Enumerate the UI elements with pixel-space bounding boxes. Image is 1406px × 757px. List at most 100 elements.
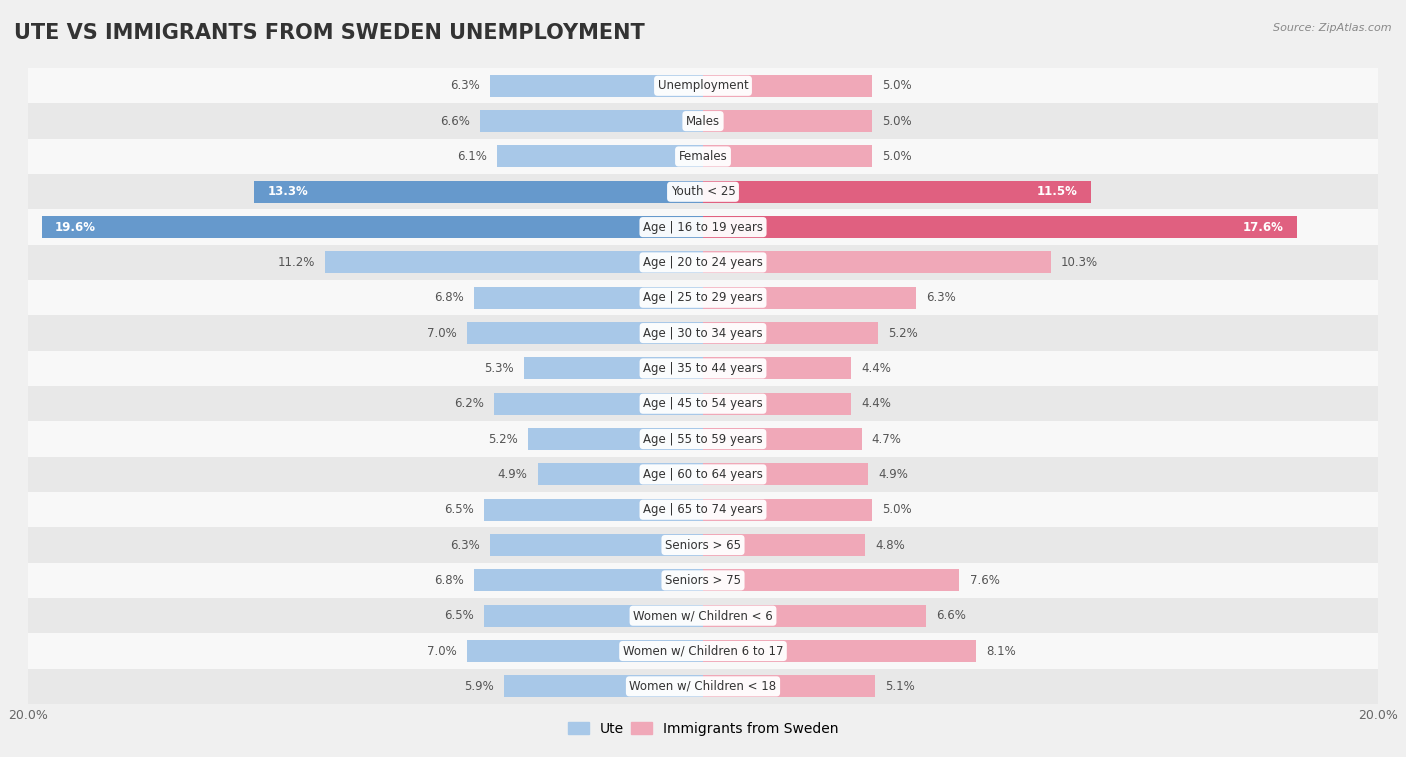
Bar — [498, 145, 703, 167]
Bar — [28, 174, 1378, 210]
Bar — [703, 534, 865, 556]
Text: Age | 65 to 74 years: Age | 65 to 74 years — [643, 503, 763, 516]
Bar — [494, 393, 703, 415]
Text: UTE VS IMMIGRANTS FROM SWEDEN UNEMPLOYMENT: UTE VS IMMIGRANTS FROM SWEDEN UNEMPLOYME… — [14, 23, 645, 42]
Bar — [28, 139, 1378, 174]
Bar — [491, 534, 703, 556]
Text: 6.8%: 6.8% — [433, 291, 464, 304]
Bar — [703, 287, 915, 309]
Bar — [703, 393, 852, 415]
Bar — [703, 499, 872, 521]
Text: Age | 55 to 59 years: Age | 55 to 59 years — [643, 432, 763, 446]
Text: Age | 20 to 24 years: Age | 20 to 24 years — [643, 256, 763, 269]
Text: 5.2%: 5.2% — [488, 432, 517, 446]
Text: 5.0%: 5.0% — [882, 79, 911, 92]
Text: 5.0%: 5.0% — [882, 114, 911, 128]
Text: 4.9%: 4.9% — [498, 468, 527, 481]
Bar — [703, 145, 872, 167]
Text: 5.0%: 5.0% — [882, 150, 911, 163]
Bar — [703, 463, 869, 485]
Text: Unemployment: Unemployment — [658, 79, 748, 92]
Bar — [28, 598, 1378, 634]
Text: 4.9%: 4.9% — [879, 468, 908, 481]
Bar — [28, 668, 1378, 704]
Bar — [325, 251, 703, 273]
Text: 7.6%: 7.6% — [970, 574, 1000, 587]
Bar — [42, 217, 703, 238]
Text: 17.6%: 17.6% — [1243, 220, 1284, 234]
Bar — [481, 111, 703, 132]
Text: 5.1%: 5.1% — [886, 680, 915, 693]
Bar — [703, 217, 1296, 238]
Text: Females: Females — [679, 150, 727, 163]
Text: 11.5%: 11.5% — [1036, 185, 1077, 198]
Text: 5.2%: 5.2% — [889, 326, 918, 340]
Text: Age | 30 to 34 years: Age | 30 to 34 years — [643, 326, 763, 340]
Text: Males: Males — [686, 114, 720, 128]
Bar — [703, 322, 879, 344]
Text: 6.3%: 6.3% — [450, 79, 481, 92]
Text: 6.3%: 6.3% — [450, 538, 481, 552]
Text: 4.4%: 4.4% — [862, 362, 891, 375]
Bar — [491, 75, 703, 97]
Bar — [28, 422, 1378, 456]
Text: 5.9%: 5.9% — [464, 680, 494, 693]
Bar — [28, 456, 1378, 492]
Bar — [28, 210, 1378, 245]
Bar — [28, 104, 1378, 139]
Bar — [703, 251, 1050, 273]
Bar — [703, 605, 925, 627]
Text: 6.1%: 6.1% — [457, 150, 486, 163]
Bar — [28, 68, 1378, 104]
Bar — [703, 675, 875, 697]
Text: Source: ZipAtlas.com: Source: ZipAtlas.com — [1274, 23, 1392, 33]
Bar — [28, 634, 1378, 668]
Text: Youth < 25: Youth < 25 — [671, 185, 735, 198]
Bar — [474, 287, 703, 309]
Text: Age | 16 to 19 years: Age | 16 to 19 years — [643, 220, 763, 234]
Text: 5.0%: 5.0% — [882, 503, 911, 516]
Bar — [28, 316, 1378, 350]
Bar — [537, 463, 703, 485]
Bar — [703, 357, 852, 379]
Text: 4.4%: 4.4% — [862, 397, 891, 410]
Bar — [28, 562, 1378, 598]
Text: Age | 25 to 29 years: Age | 25 to 29 years — [643, 291, 763, 304]
Text: 19.6%: 19.6% — [55, 220, 96, 234]
Text: 6.3%: 6.3% — [925, 291, 956, 304]
Bar — [484, 499, 703, 521]
Text: 4.8%: 4.8% — [875, 538, 905, 552]
Bar — [503, 675, 703, 697]
Text: 6.8%: 6.8% — [433, 574, 464, 587]
Text: 4.7%: 4.7% — [872, 432, 901, 446]
Bar — [703, 640, 976, 662]
Text: 10.3%: 10.3% — [1060, 256, 1098, 269]
Text: 6.6%: 6.6% — [440, 114, 470, 128]
Bar — [28, 280, 1378, 316]
Text: 13.3%: 13.3% — [267, 185, 308, 198]
Bar — [484, 605, 703, 627]
Text: 5.3%: 5.3% — [485, 362, 515, 375]
Text: Age | 45 to 54 years: Age | 45 to 54 years — [643, 397, 763, 410]
Bar — [703, 428, 862, 450]
Bar — [28, 492, 1378, 528]
Text: 7.0%: 7.0% — [427, 644, 457, 658]
Bar — [254, 181, 703, 203]
Bar — [28, 350, 1378, 386]
Legend: Ute, Immigrants from Sweden: Ute, Immigrants from Sweden — [562, 716, 844, 742]
Text: 6.2%: 6.2% — [454, 397, 484, 410]
Text: 7.0%: 7.0% — [427, 326, 457, 340]
Text: Women w/ Children < 18: Women w/ Children < 18 — [630, 680, 776, 693]
Text: Women w/ Children 6 to 17: Women w/ Children 6 to 17 — [623, 644, 783, 658]
Text: 11.2%: 11.2% — [277, 256, 315, 269]
Text: 6.6%: 6.6% — [936, 609, 966, 622]
Text: 6.5%: 6.5% — [444, 503, 474, 516]
Bar — [703, 181, 1091, 203]
Bar — [524, 357, 703, 379]
Text: Age | 35 to 44 years: Age | 35 to 44 years — [643, 362, 763, 375]
Bar — [467, 640, 703, 662]
Bar — [28, 245, 1378, 280]
Bar — [467, 322, 703, 344]
Text: Seniors > 65: Seniors > 65 — [665, 538, 741, 552]
Text: Seniors > 75: Seniors > 75 — [665, 574, 741, 587]
